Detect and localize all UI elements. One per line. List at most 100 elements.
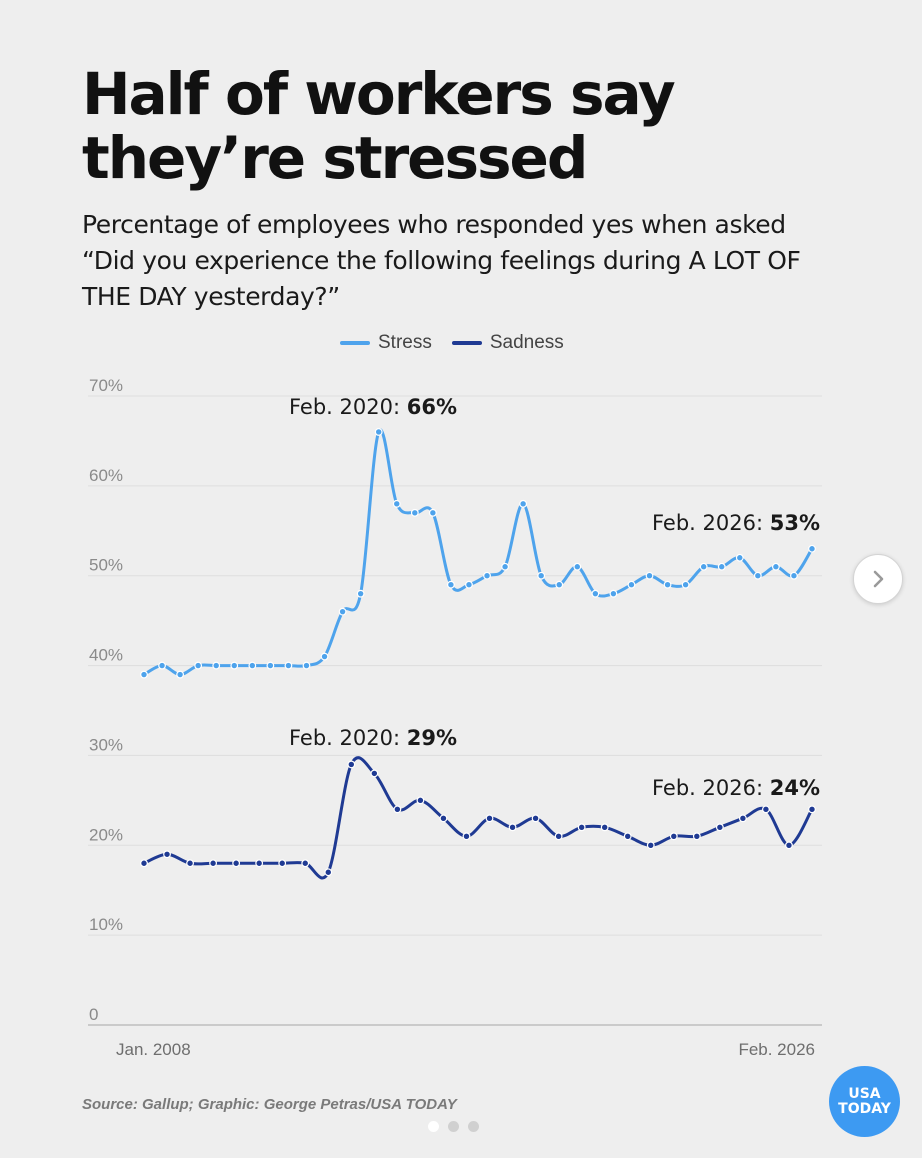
- gridlines: 0 10% 20% 30% 40% 50% 60% 70%: [88, 376, 822, 1026]
- data-point-stress: [555, 580, 564, 589]
- y-tick-label: 20%: [89, 825, 123, 844]
- data-point-stress: [681, 580, 690, 589]
- data-point-stress: [609, 589, 618, 598]
- data-point-stress: [808, 544, 816, 553]
- data-point-sadness: [255, 859, 264, 868]
- x-axis-start-label: Jan. 2008: [116, 1040, 191, 1059]
- y-tick-label: 10%: [89, 915, 123, 934]
- source-note: Source: Gallup; Graphic: George Petras/U…: [82, 1096, 457, 1113]
- chart-legend: Stress Sadness: [340, 332, 564, 354]
- data-point-sadness: [623, 832, 632, 841]
- data-point-sadness: [785, 841, 793, 850]
- data-point-stress: [284, 661, 293, 670]
- carousel-dot-3[interactable]: [468, 1121, 479, 1132]
- y-tick-label: 40%: [89, 646, 123, 665]
- data-point-stress: [158, 661, 166, 670]
- data-point-sadness: [462, 832, 471, 841]
- data-point-stress: [266, 661, 275, 670]
- y-tick-label: 70%: [89, 376, 123, 395]
- data-point-sadness: [577, 823, 586, 832]
- data-point-sadness: [531, 814, 540, 823]
- data-point-sadness: [600, 823, 609, 832]
- legend-item-stress: Stress: [340, 332, 432, 354]
- data-point-stress: [374, 428, 383, 436]
- annotations: Feb. 2020: 66% Feb. 2026: 53% Feb. 2020: 2…: [289, 395, 820, 800]
- legend-label-stress: Stress: [378, 332, 432, 353]
- data-point-sadness: [416, 796, 425, 805]
- data-point-sadness: [301, 859, 310, 868]
- annotation-stress-1: Feb. 2020: 66%: [289, 395, 457, 419]
- data-point-sadness: [232, 859, 241, 868]
- data-point-sadness: [715, 823, 724, 832]
- data-point-stress: [176, 670, 185, 679]
- data-point-stress: [645, 571, 654, 580]
- data-point-sadness: [393, 805, 402, 814]
- y-tick-label: 50%: [89, 556, 123, 575]
- legend-item-sadness: Sadness: [451, 332, 564, 354]
- data-point-stress: [212, 661, 221, 670]
- data-point-stress: [519, 499, 528, 508]
- annotation-stress-2: Feb. 2026: 53%: [652, 511, 820, 535]
- x-axis-end-label: Feb. 2026: [738, 1040, 815, 1059]
- data-point-stress: [140, 670, 148, 679]
- data-point-stress: [302, 661, 311, 670]
- data-point-stress: [717, 562, 726, 571]
- chart-subtitle: Percentage of employees who responded ye…: [82, 210, 801, 311]
- data-point-stress: [699, 562, 708, 571]
- data-point-stress: [320, 652, 329, 661]
- series-lines: [140, 428, 816, 880]
- carousel-dot-1[interactable]: [428, 1121, 439, 1132]
- data-point-sadness: [554, 832, 563, 841]
- data-point-sadness: [209, 859, 218, 868]
- data-point-stress: [735, 553, 744, 562]
- data-point-stress: [663, 580, 672, 589]
- data-point-stress: [537, 571, 546, 580]
- legend-label-sadness: Sadness: [489, 332, 564, 353]
- carousel-dots: [428, 1121, 479, 1132]
- chart-title: Half of workers say they’re stressed: [82, 60, 676, 192]
- data-point-sadness: [508, 823, 517, 832]
- data-point-stress: [447, 580, 455, 589]
- data-point-sadness: [485, 814, 494, 823]
- chevron-right-icon: [873, 570, 884, 588]
- data-point-sadness: [808, 805, 816, 814]
- data-point-stress: [230, 661, 239, 670]
- annotation-sadness-1: Feb. 2020: 29%: [289, 726, 457, 750]
- carousel-dot-2[interactable]: [448, 1121, 459, 1132]
- annotation-sadness-2: Feb. 2026: 24%: [652, 776, 820, 800]
- series-line-stress: [143, 428, 814, 677]
- data-point-sadness: [140, 859, 148, 868]
- data-point-stress: [410, 508, 419, 517]
- data-point-sadness: [324, 868, 333, 877]
- data-point-sadness: [163, 850, 171, 859]
- data-point-stress: [573, 562, 582, 571]
- data-point-stress: [790, 571, 798, 580]
- usa-today-logo: USA TODAY: [829, 1066, 900, 1137]
- data-point-stress: [392, 499, 401, 508]
- legend-swatch-stress: [340, 341, 370, 345]
- data-point-sadness: [439, 814, 448, 823]
- data-point-sadness: [669, 832, 678, 841]
- data-point-stress: [465, 580, 473, 589]
- data-point-sadness: [186, 859, 194, 868]
- data-point-stress: [591, 589, 600, 598]
- data-point-sadness: [347, 760, 356, 769]
- data-point-stress: [356, 589, 365, 598]
- y-tick-label: 30%: [89, 735, 123, 754]
- data-point-sadness: [692, 832, 701, 841]
- data-point-sadness: [646, 841, 655, 850]
- data-point-sadness: [762, 805, 770, 814]
- next-slide-button[interactable]: [853, 554, 903, 604]
- y-tick-label: 60%: [89, 466, 123, 485]
- data-point-stress: [771, 562, 780, 571]
- data-point-stress: [753, 571, 762, 580]
- data-point-stress: [194, 661, 203, 670]
- data-point-sadness: [278, 859, 287, 868]
- data-point-stress: [428, 508, 437, 517]
- data-point-stress: [483, 571, 491, 580]
- data-point-sadness: [738, 814, 747, 823]
- data-point-sadness: [370, 769, 379, 778]
- legend-swatch-sadness: [451, 341, 482, 345]
- data-point-stress: [501, 562, 509, 571]
